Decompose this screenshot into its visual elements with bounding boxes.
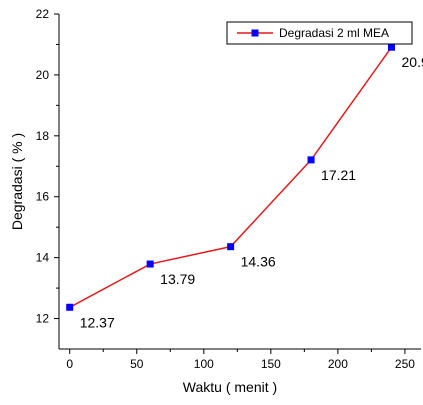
legend-box	[226, 21, 413, 45]
x-axis-title: Waktu ( menit )	[183, 379, 277, 395]
x-tick-label: 50	[130, 357, 144, 371]
data-label: 20.91	[402, 54, 423, 70]
data-point	[146, 260, 154, 268]
y-tick-label: 18	[36, 129, 50, 143]
data-point	[307, 156, 315, 164]
y-tick-label: 20	[36, 68, 50, 82]
legend: Degradasi 2 ml MEA	[226, 21, 413, 45]
x-tick-label: 150	[261, 357, 281, 371]
data-labels: 12.37 13.79 14.36 17.21 20.91	[80, 54, 423, 330]
x-tick-label: 200	[328, 357, 348, 371]
series-degradasi	[66, 43, 396, 311]
data-point	[66, 303, 74, 311]
x-tick-label: 100	[194, 357, 214, 371]
x-tick-label: 0	[66, 357, 73, 371]
y-axis-title: Degradasi ( % )	[9, 133, 25, 230]
y-tick-label: 12	[36, 312, 50, 326]
y-tick-label: 22	[36, 7, 50, 21]
x-tick-label: 250	[395, 357, 415, 371]
legend-label: Degradasi 2 ml MEA	[279, 26, 389, 40]
data-label: 14.36	[241, 254, 276, 270]
y-tick-label: 16	[36, 190, 50, 204]
data-label: 12.37	[80, 314, 115, 330]
data-point	[388, 43, 396, 51]
y-tick-label: 14	[36, 251, 50, 265]
data-label: 17.21	[321, 167, 356, 183]
axes: 0 50 100 150 200 250 12 14 16 18 20 22	[36, 7, 421, 371]
data-label: 13.79	[160, 271, 195, 287]
data-point	[227, 243, 235, 251]
legend-marker	[251, 29, 259, 37]
